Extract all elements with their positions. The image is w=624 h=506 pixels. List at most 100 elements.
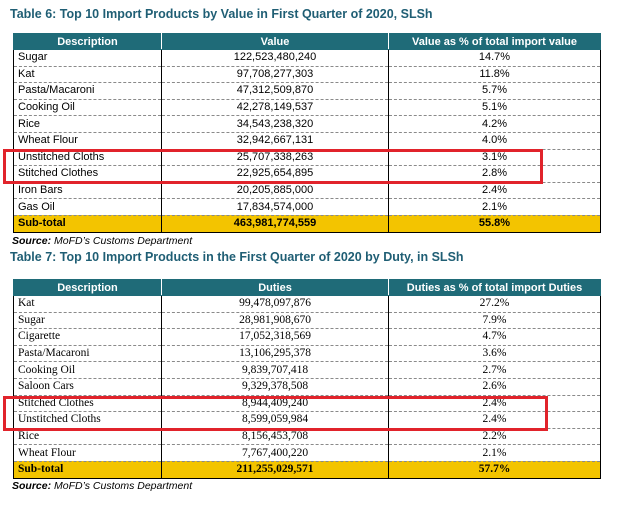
row-description: Unstitched Cloths	[13, 149, 162, 167]
table6-header-row: Description Value Value as % of total impo…	[13, 33, 601, 50]
row-description: Kat	[13, 295, 162, 313]
table-row: Rice 34,543,238,320 4.2%	[13, 115, 601, 133]
subtotal-row: Sub-total 211,255,029,571 57.7%	[13, 461, 601, 479]
row-percent: 2.1%	[388, 198, 601, 216]
table6-source: Source: MoFD’s Customs Department	[12, 235, 192, 247]
row-amount: 9,329,378,508	[161, 378, 389, 396]
row-amount: 13,106,295,378	[161, 345, 389, 363]
table-row: Iron Bars 20,205,885,000 2.4%	[13, 182, 601, 200]
source-label: Source:	[12, 235, 52, 247]
row-amount: 32,942,667,131	[161, 132, 389, 150]
row-percent: 3.6%	[388, 345, 601, 363]
table-row: Kat 97,708,277,303 11.8%	[13, 66, 601, 84]
row-description: Gas Oil	[13, 198, 162, 216]
table7-header-cell: Duties	[161, 279, 389, 296]
row-amount: 8,599,059,984	[161, 411, 389, 429]
table6-header-cell: Description	[13, 33, 162, 50]
table6-title: Table 6: Top 10 Import Products by Value…	[10, 7, 433, 21]
row-description: Cooking Oil	[13, 99, 162, 117]
table7: Description Duties Duties as % of total im…	[13, 279, 601, 479]
table-row: Cooking Oil 42,278,149,537 5.1%	[13, 99, 601, 117]
row-amount: 47,312,509,870	[161, 82, 389, 100]
row-amount: 99,478,097,876	[161, 295, 389, 313]
table7-body: Kat 99,478,097,876 27.2% Sugar 28,981,908,67…	[13, 295, 601, 479]
row-amount: 25,707,338,263	[161, 149, 389, 167]
highlight-box-table7	[3, 396, 548, 431]
row-percent: 2.6%	[388, 378, 601, 396]
source-label: Source:	[12, 480, 52, 492]
row-percent: 2.1%	[388, 444, 601, 462]
row-percent: 4.0%	[388, 132, 601, 150]
row-description: Pasta/Macaroni	[13, 82, 162, 100]
subtotal-label: Sub-total	[13, 215, 162, 233]
row-description: Iron Bars	[13, 182, 162, 200]
source-text: MoFD’s Customs Department	[51, 480, 193, 492]
row-amount: 9,839,707,418	[161, 361, 389, 379]
row-percent: 5.7%	[388, 82, 601, 100]
subtotal-percent: 57.7%	[388, 461, 601, 479]
row-amount: 17,052,318,569	[161, 328, 389, 346]
table7-header-cell: Duties as % of total import Duties	[388, 279, 601, 296]
row-percent: 2.4%	[388, 182, 601, 200]
table-row: Sugar 122,523,480,240 14.7%	[13, 49, 601, 67]
row-amount: 122,523,480,240	[161, 49, 389, 67]
table-row: Cigarette 17,052,318,569 4.7%	[13, 328, 601, 346]
row-description: Stitched Clothes	[13, 395, 162, 413]
subtotal-label: Sub-total	[13, 461, 162, 479]
row-percent: 4.7%	[388, 328, 601, 346]
table6-header-cell: Value as % of total import value	[388, 33, 601, 50]
table7-source: Source: MoFD’s Customs Department	[12, 480, 192, 492]
table7-header-cell: Description	[13, 279, 162, 296]
row-description: Cooking Oil	[13, 361, 162, 379]
row-percent: 3.1%	[388, 149, 601, 167]
row-percent: 7.9%	[388, 312, 601, 330]
row-amount: 8,156,453,708	[161, 428, 389, 446]
row-amount: 20,205,885,000	[161, 182, 389, 200]
table6: Description Value Value as % of total impo…	[13, 33, 601, 233]
table7-title: Table 7: Top 10 Import Products in the F…	[10, 250, 464, 264]
subtotal-percent: 55.8%	[388, 215, 601, 233]
table-row: Unstitched Cloths 25,707,338,263 3.1%	[13, 149, 601, 167]
row-description: Cigarette	[13, 328, 162, 346]
table-row: Sugar 28,981,908,670 7.9%	[13, 312, 601, 330]
table-row: Kat 99,478,097,876 27.2%	[13, 295, 601, 313]
table-row: Pasta/Macaroni 13,106,295,378 3.6%	[13, 345, 601, 363]
row-description: Wheat Flour	[13, 444, 162, 462]
row-percent: 2.8%	[388, 165, 601, 183]
row-description: Rice	[13, 115, 162, 133]
table6-header-cell: Value	[161, 33, 389, 50]
row-amount: 28,981,908,670	[161, 312, 389, 330]
table7-header-row: Description Duties Duties as % of total im…	[13, 279, 601, 296]
subtotal-row: Sub-total 463,981,774,559 55.8%	[13, 215, 601, 233]
row-amount: 42,278,149,537	[161, 99, 389, 117]
subtotal-amount: 463,981,774,559	[161, 215, 389, 233]
row-description: Pasta/Macaroni	[13, 345, 162, 363]
source-text: MoFD’s Customs Department	[51, 235, 193, 247]
row-percent: 4.2%	[388, 115, 601, 133]
row-description: Wheat Flour	[13, 132, 162, 150]
highlight-box-table6	[3, 149, 543, 184]
table-row: Saloon Cars 9,329,378,508 2.6%	[13, 378, 601, 396]
row-percent: 14.7%	[388, 49, 601, 67]
table-row: Wheat Flour 32,942,667,131 4.0%	[13, 132, 601, 150]
row-description: Kat	[13, 66, 162, 84]
row-amount: 17,834,574,000	[161, 198, 389, 216]
table6-body: Sugar 122,523,480,240 14.7% Kat 97,708,277,3…	[13, 49, 601, 233]
row-percent: 5.1%	[388, 99, 601, 117]
table-row: Gas Oil 17,834,574,000 2.1%	[13, 198, 601, 216]
row-percent: 2.7%	[388, 361, 601, 379]
row-amount: 97,708,277,303	[161, 66, 389, 84]
row-description: Sugar	[13, 312, 162, 330]
row-percent: 2.2%	[388, 428, 601, 446]
row-description: Saloon Cars	[13, 378, 162, 396]
row-amount: 34,543,238,320	[161, 115, 389, 133]
table-row: Pasta/Macaroni 47,312,509,870 5.7%	[13, 82, 601, 100]
row-description: Unstitched Cloths	[13, 411, 162, 429]
row-percent: 27.2%	[388, 295, 601, 313]
row-amount: 7,767,400,220	[161, 444, 389, 462]
subtotal-amount: 211,255,029,571	[161, 461, 389, 479]
table-row: Rice 8,156,453,708 2.2%	[13, 428, 601, 446]
table-row: Wheat Flour 7,767,400,220 2.1%	[13, 444, 601, 462]
row-description: Sugar	[13, 49, 162, 67]
table-row: Cooking Oil 9,839,707,418 2.7%	[13, 361, 601, 379]
